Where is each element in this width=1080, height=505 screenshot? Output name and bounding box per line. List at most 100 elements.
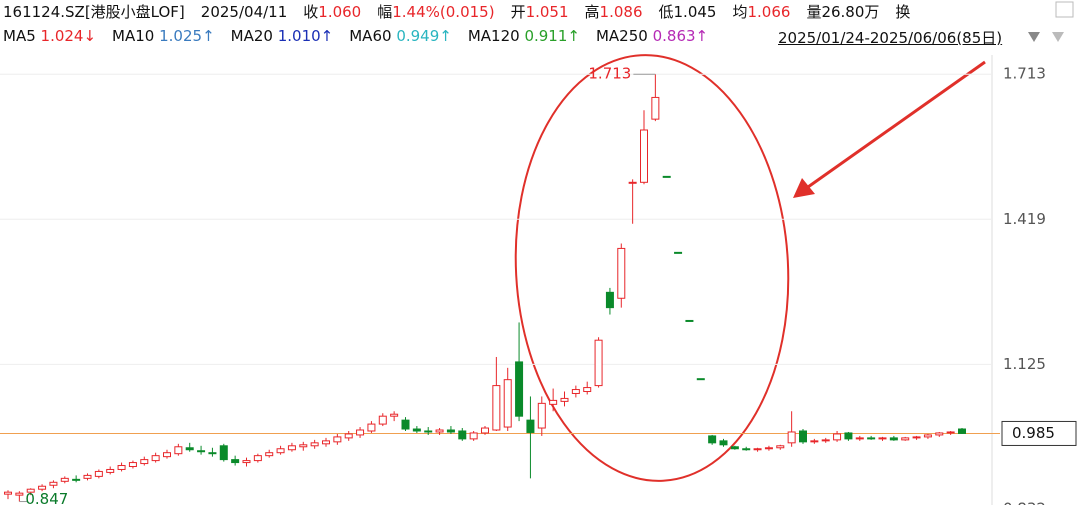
ma-label: MA60 <box>349 27 392 45</box>
field-label: 均 <box>732 3 748 21</box>
candle-body <box>106 468 115 473</box>
arrow-shaft <box>807 60 986 189</box>
field-label: 低 <box>658 3 674 21</box>
field-label: 量 <box>806 3 822 21</box>
candle-body <box>208 452 217 455</box>
ma-value: 1.024↓ <box>40 27 97 45</box>
candle-body <box>651 96 660 120</box>
candle-body <box>253 455 262 462</box>
candle-body <box>140 459 149 465</box>
candle-body <box>583 387 592 393</box>
candle-body <box>151 455 160 462</box>
field-value: 1.44%(0.015) <box>392 3 495 21</box>
candle-body <box>197 450 206 453</box>
field-label: 开 <box>510 3 526 21</box>
candle-body <box>185 447 194 451</box>
candle-body <box>446 429 455 433</box>
candle-body <box>401 419 410 430</box>
y-tick-label: 1.125 <box>1003 355 1046 373</box>
candle-body <box>322 440 330 445</box>
field-label: 幅 <box>377 3 393 21</box>
candle-body <box>390 413 399 417</box>
candle-body <box>810 440 819 443</box>
date: 2025/04/11 <box>200 3 288 21</box>
candle-body <box>889 437 898 441</box>
candle-body <box>764 447 773 450</box>
candle-body <box>458 430 467 440</box>
candle-body <box>730 446 739 450</box>
candle-body <box>481 427 489 434</box>
candle-body <box>867 437 876 440</box>
candle-body <box>935 432 944 436</box>
code: 161124.SZ[港股小盘LOF] <box>3 3 185 21</box>
candle-body <box>696 378 705 381</box>
ma-value: 1.025↑ <box>159 27 215 45</box>
candle-body <box>310 442 319 447</box>
candle-body <box>537 402 546 429</box>
candle-body <box>424 430 433 433</box>
candle-body <box>367 423 376 432</box>
candle-body <box>515 361 524 417</box>
candle-body <box>287 445 296 451</box>
candle-body <box>855 437 864 440</box>
candle-body <box>242 460 251 464</box>
candle-body <box>94 470 103 477</box>
field-value: 1.066 <box>747 3 791 21</box>
candle-body <box>878 437 887 440</box>
candle-body <box>833 433 842 441</box>
candle-body <box>549 399 558 405</box>
candle-body <box>628 181 637 184</box>
candle-body <box>526 419 535 433</box>
candle-body <box>719 440 728 446</box>
quote-header: 161124.SZ[港股小盘LOF] 2025/04/11 收1.060 幅1.44%… <box>3 1 926 22</box>
field-value: 1.086 <box>599 3 643 21</box>
field-label: 收 <box>303 3 319 21</box>
candle-body <box>333 436 342 443</box>
candle-body <box>503 379 512 428</box>
field-value: 1.051 <box>525 3 569 21</box>
candle-body <box>83 474 92 479</box>
candle-body <box>163 452 171 458</box>
candle-body <box>742 448 751 451</box>
candle-body <box>685 319 694 322</box>
candle-body <box>640 129 648 183</box>
ma-label: MA10 <box>112 27 155 45</box>
candle-body <box>174 446 183 455</box>
candle-body <box>708 435 717 444</box>
candle-body <box>776 445 785 449</box>
dropdown[interactable] <box>1028 32 1040 42</box>
candle-body <box>435 429 444 433</box>
ma-label: MA20 <box>230 27 273 45</box>
ma-label: MA120 <box>467 27 520 45</box>
field-label: 高 <box>584 3 600 21</box>
candle-body <box>219 445 228 461</box>
candle-body <box>117 465 126 470</box>
candle-body <box>26 488 35 493</box>
candle-body <box>617 247 626 299</box>
candle-body <box>923 434 932 438</box>
y-tick-label: 0.832 <box>1003 499 1046 505</box>
date-range[interactable]: 2025/01/24-2025/06/06(85日) <box>778 29 1003 47</box>
candle-body <box>72 478 81 481</box>
dropdown[interactable] <box>1052 32 1064 42</box>
last-price-box <box>1001 420 1077 446</box>
candle-body <box>844 432 853 440</box>
candle-body <box>912 436 921 439</box>
candle-body <box>412 428 421 432</box>
candle-body <box>753 448 762 451</box>
field-value: 1.060 <box>318 3 362 21</box>
candle-body <box>605 291 614 309</box>
candle-body <box>265 452 274 457</box>
candle-body <box>787 431 796 444</box>
candle-body <box>662 175 671 178</box>
y-tick-label: 1.713 <box>1003 65 1046 83</box>
ma-value: 0.863↑ <box>652 27 709 45</box>
icon[interactable] <box>1055 1 1074 18</box>
ma-value: 1.010↑ <box>277 27 334 45</box>
candle-body <box>128 462 137 468</box>
candle-body <box>344 433 353 439</box>
ma-value: 0.911↑ <box>524 27 580 45</box>
candle-body <box>901 437 910 441</box>
candle-body <box>674 251 683 254</box>
candle-body <box>594 339 603 387</box>
